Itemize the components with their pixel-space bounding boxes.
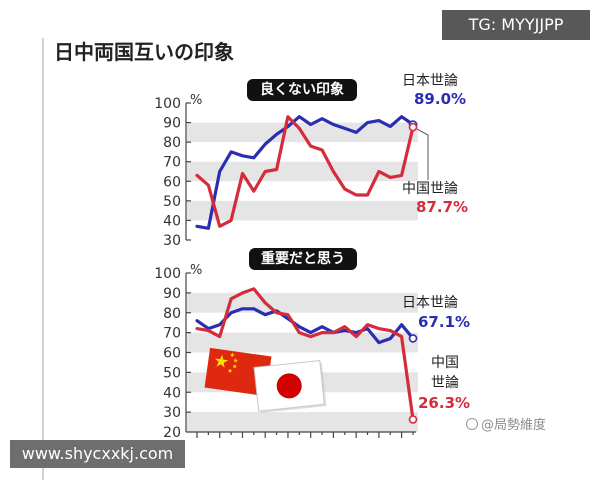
end-value-label-china: 87.7% — [416, 198, 469, 216]
grid-band — [187, 161, 418, 182]
chart-title-bad-impression: 良くない印象 — [247, 79, 357, 101]
credit-text: @局勢維度 — [481, 418, 547, 433]
grid-band — [187, 332, 418, 353]
page-title: 日中両国互いの印象 — [54, 40, 234, 64]
y-tick-label: 50 — [163, 194, 181, 210]
grid-band — [187, 200, 418, 221]
flags-illustration — [204, 347, 327, 413]
left-rule — [42, 38, 44, 480]
source-credit: @局勢維度 — [466, 414, 546, 433]
china-opinion-end-marker — [408, 415, 418, 424]
grid-band — [187, 292, 418, 313]
china-opinion-end-marker — [408, 122, 418, 132]
y-tick-label: 90 — [163, 116, 181, 132]
chart-panel-importance: 100 90 80 70 60 50 40 30 20 — [154, 266, 418, 441]
site-url-watermark: www.shycxxkj.com — [10, 440, 185, 468]
watermark-logo-icon — [466, 417, 478, 430]
china-flag — [204, 347, 272, 397]
chart-panel-bad-impression: 100 90 80 70 60 50 40 30 — [154, 96, 429, 249]
y-tick-label: 50 — [163, 365, 181, 381]
japan-opinion-end-marker — [408, 334, 418, 343]
y-tick-label: 70 — [163, 326, 181, 342]
y-tick-label: 90 — [163, 286, 181, 302]
china-opinion-line-importance — [195, 287, 415, 422]
y-tick-label: 60 — [163, 174, 181, 190]
japan-opinion-line-bad-impression — [195, 115, 415, 230]
end-value-label-china: 26.3% — [418, 394, 471, 412]
grid-band — [187, 412, 418, 432]
japan-flag — [253, 360, 327, 413]
y-tick-label: 100 — [154, 266, 181, 282]
y-unit-label: % — [190, 93, 203, 108]
y-unit-label: % — [190, 263, 203, 278]
label-leader-line — [416, 128, 429, 180]
end-value-label-japan: 89.0% — [414, 90, 467, 108]
watermark-badge: TG: MYYJJPP — [442, 10, 590, 40]
series-label-china: 中国世論 — [402, 181, 458, 197]
y-tick-label: 100 — [154, 96, 181, 112]
china-opinion-line-bad-impression — [195, 115, 415, 228]
series-label-japan: 日本世論 — [402, 73, 458, 89]
y-tick-label: 40 — [163, 213, 181, 229]
y-tick-label: 30 — [163, 405, 181, 421]
china-flag-large-star — [214, 354, 229, 368]
y-tick-label: 70 — [163, 155, 181, 171]
series-label-china: 中国世論 — [431, 355, 459, 391]
series-label-japan: 日本世論 — [402, 295, 458, 311]
chart-title-importance: 重要だと思う — [249, 248, 357, 270]
end-value-label-japan: 67.1% — [418, 313, 471, 331]
y-tick-label: 80 — [163, 135, 181, 151]
y-tick-label: 20 — [163, 425, 181, 441]
japan-opinion-line-importance — [195, 307, 415, 345]
japan-flag-sun — [276, 373, 302, 399]
y-tick-label: 80 — [163, 306, 181, 322]
y-tick-label: 30 — [163, 233, 181, 249]
y-tick-label: 60 — [163, 346, 181, 362]
y-tick-label: 40 — [163, 385, 181, 401]
